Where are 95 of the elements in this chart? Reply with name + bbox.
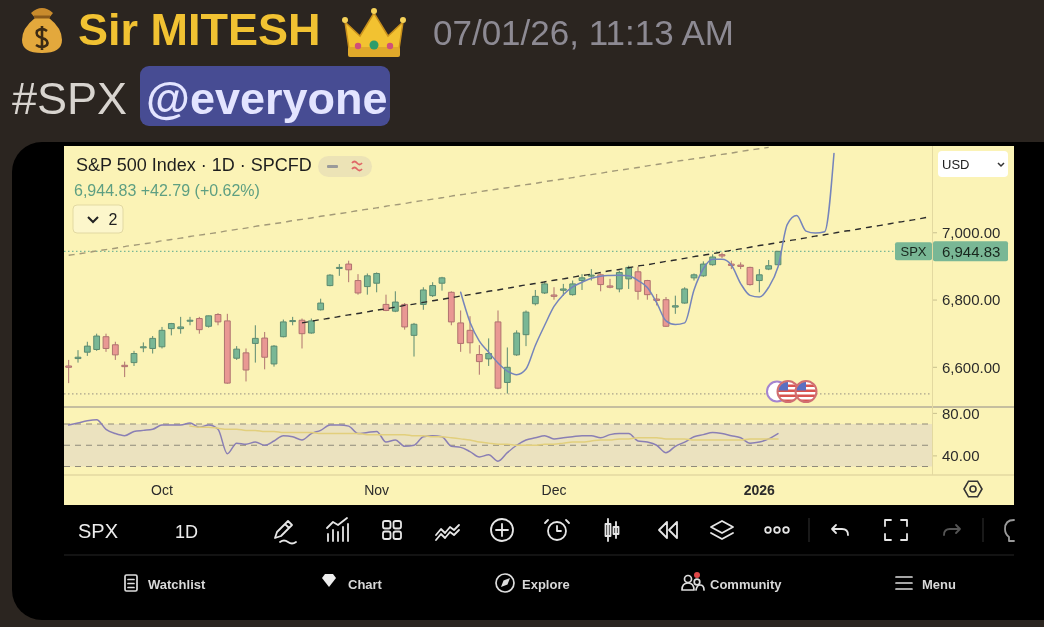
candlestick	[541, 280, 549, 295]
candlestick	[494, 309, 502, 390]
candlestick	[765, 259, 773, 271]
candlestick	[513, 329, 521, 357]
candlestick	[102, 333, 110, 353]
text: USD	[942, 156, 970, 172]
y-tick-label: 6,800.00	[942, 291, 1001, 309]
candlestick	[475, 344, 483, 376]
ref-line-label: SPX	[900, 243, 927, 259]
candlestick	[233, 345, 241, 361]
candlestick	[531, 289, 539, 306]
candlestick	[223, 313, 231, 385]
y-tick-label: 40.00	[942, 447, 980, 465]
candlestick	[93, 333, 101, 352]
candlestick	[587, 268, 595, 282]
candlestick	[177, 316, 185, 335]
text: S&P 500 Index · 1D · SPCFD	[76, 155, 312, 175]
candlestick	[410, 322, 418, 358]
candlestick	[671, 295, 679, 315]
line-series	[459, 152, 835, 376]
candlestick	[289, 316, 297, 326]
candlestick	[158, 326, 166, 349]
candlestick	[335, 263, 343, 277]
text: Explore	[522, 577, 570, 592]
y-tick-label: 6,600.00	[942, 358, 1001, 376]
candlestick	[391, 290, 399, 313]
candlestick	[83, 341, 91, 357]
text: 1D	[175, 522, 199, 542]
text: 6,944.83	[942, 242, 1001, 260]
candlestick	[242, 347, 250, 382]
candlestick	[447, 290, 455, 326]
x-tick-label: Oct	[151, 481, 173, 498]
y-tick-label: 80.00	[942, 404, 980, 422]
candlestick	[363, 272, 371, 296]
candlestick	[438, 276, 446, 292]
candlestick	[522, 309, 530, 347]
candlestick	[578, 273, 586, 291]
text: Menu	[922, 577, 956, 592]
candlestick	[317, 298, 325, 311]
candlestick	[279, 319, 287, 338]
candlestick	[634, 266, 642, 301]
candlestick	[354, 273, 362, 296]
candlestick	[466, 315, 474, 355]
line-series	[189, 425, 779, 446]
candlestick	[382, 294, 390, 312]
candlestick	[550, 286, 558, 301]
text: 6,944.83 +42.79 (+0.62%)	[74, 182, 260, 199]
text: Watchlist	[148, 577, 206, 592]
annotation: 2	[108, 210, 118, 228]
text: 07/01/26, 11:13 AM	[433, 13, 734, 52]
line-series	[301, 216, 929, 324]
candlestick	[121, 361, 129, 378]
candlestick	[205, 315, 213, 329]
candlestick	[149, 335, 157, 355]
candlestick	[261, 331, 269, 370]
candlestick	[195, 316, 203, 335]
candlestick	[373, 271, 381, 293]
candlestick	[746, 266, 754, 287]
candlestick	[74, 349, 82, 364]
text: @everyone	[146, 73, 388, 124]
candlestick	[718, 252, 726, 259]
candlestick	[662, 296, 670, 328]
text: Community	[710, 577, 783, 592]
x-tick-label: Dec	[541, 481, 567, 498]
candlestick	[270, 344, 278, 368]
candlestick	[111, 341, 119, 361]
text: Chart	[348, 577, 383, 592]
text: SPX	[78, 520, 119, 542]
candlestick	[755, 268, 763, 293]
candlestick	[681, 286, 689, 305]
candlestick	[298, 318, 306, 349]
candlestick	[130, 350, 138, 367]
candlestick	[139, 341, 147, 353]
text: #SPX	[12, 73, 128, 124]
line-series	[67, 419, 779, 462]
candlestick	[429, 281, 437, 298]
candlestick	[65, 359, 73, 384]
candlestick	[690, 272, 698, 282]
candlestick	[401, 302, 409, 331]
y-tick-label: 7,000.00	[942, 224, 1001, 242]
candlestick	[186, 316, 194, 326]
x-tick-label: Nov	[364, 481, 390, 498]
candlestick	[457, 309, 465, 353]
candlestick	[606, 278, 614, 289]
line-series	[67, 146, 770, 257]
text: Sir MITESH	[78, 4, 321, 55]
candlestick	[214, 312, 222, 326]
candlestick	[326, 273, 334, 287]
candlestick	[345, 260, 353, 283]
candlestick	[167, 322, 175, 336]
x-tick-label: 2026	[743, 481, 776, 498]
candlestick	[503, 346, 511, 395]
candlestick	[251, 324, 259, 364]
candlestick	[737, 261, 745, 270]
candlestick	[307, 318, 315, 335]
